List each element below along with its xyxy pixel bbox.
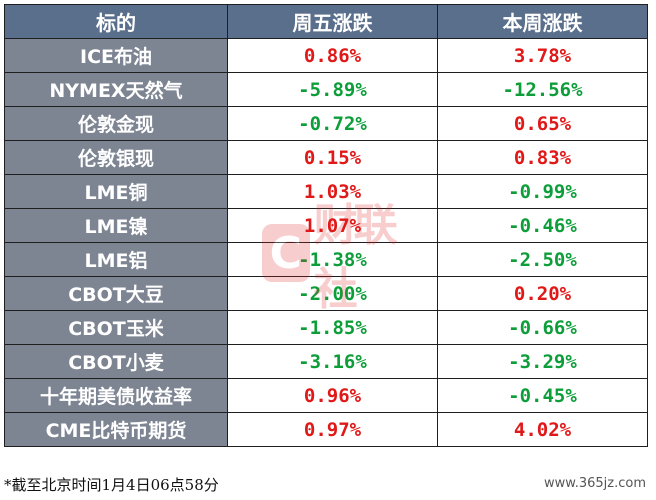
footnote: *截至北京时间1月4日06点58分 — [4, 476, 219, 494]
row-target-name: CME比特币期货 — [4, 412, 228, 447]
row-week-change: 0.83% — [437, 140, 648, 175]
row-friday-change: 0.96% — [227, 378, 438, 413]
row-target-name: 伦敦金现 — [4, 106, 228, 141]
table-row: CBOT大豆 -2.00% 0.20% — [4, 276, 648, 311]
row-friday-change: -1.85% — [227, 310, 438, 345]
row-friday-change: 0.15% — [227, 140, 438, 175]
row-target-name: NYMEX天然气 — [4, 72, 228, 107]
row-week-change: -0.99% — [437, 174, 648, 209]
table-row: CBOT玉米 -1.85% -0.66% — [4, 310, 648, 345]
row-week-change: -0.66% — [437, 310, 648, 345]
row-friday-change: 0.86% — [227, 38, 438, 73]
row-friday-change: -5.89% — [227, 72, 438, 107]
row-week-change: 0.65% — [437, 106, 648, 141]
header-friday-change: 周五涨跌 — [227, 4, 438, 39]
table-row: 伦敦银现 0.15% 0.83% — [4, 140, 648, 175]
table-row: ICE布油 0.86% 3.78% — [4, 38, 648, 73]
site-url: www.365jz.com — [544, 476, 646, 491]
row-week-change: 3.78% — [437, 38, 648, 73]
header-target: 标的 — [4, 4, 228, 39]
row-target-name: ICE布油 — [4, 38, 228, 73]
row-friday-change: 1.03% — [227, 174, 438, 209]
table-row: LME铝 -1.38% -2.50% — [4, 242, 648, 277]
row-target-name: CBOT大豆 — [4, 276, 228, 311]
row-target-name: CBOT小麦 — [4, 344, 228, 379]
table-row: NYMEX天然气 -5.89% -12.56% — [4, 72, 648, 107]
row-friday-change: -3.16% — [227, 344, 438, 379]
row-friday-change: -0.72% — [227, 106, 438, 141]
row-target-name: LME铜 — [4, 174, 228, 209]
row-friday-change: 0.97% — [227, 412, 438, 447]
table-row: CBOT小麦 -3.16% -3.29% — [4, 344, 648, 379]
row-target-name: 伦敦银现 — [4, 140, 228, 175]
commodity-change-table: 标的 周五涨跌 本周涨跌 ICE布油 0.86% 3.78% NYMEX天然气 -5.8… — [4, 4, 648, 447]
row-target-name: 十年期美债收益率 — [4, 378, 228, 413]
table-row: LME镍 1.07% -0.46% — [4, 208, 648, 243]
row-week-change: -2.50% — [437, 242, 648, 277]
header-week-change: 本周涨跌 — [437, 4, 648, 39]
table-row: 十年期美债收益率 0.96% -0.45% — [4, 378, 648, 413]
header-row: 标的 周五涨跌 本周涨跌 — [4, 4, 648, 39]
row-week-change: -12.56% — [437, 72, 648, 107]
row-target-name: LME铝 — [4, 242, 228, 277]
row-week-change: 4.02% — [437, 412, 648, 447]
row-target-name: CBOT玉米 — [4, 310, 228, 345]
row-week-change: -3.29% — [437, 344, 648, 379]
row-week-change: -0.45% — [437, 378, 648, 413]
row-week-change: 0.20% — [437, 276, 648, 311]
row-friday-change: -1.38% — [227, 242, 438, 277]
table-row: CME比特币期货 0.97% 4.02% — [4, 412, 648, 447]
row-friday-change: 1.07% — [227, 208, 438, 243]
row-target-name: LME镍 — [4, 208, 228, 243]
row-week-change: -0.46% — [437, 208, 648, 243]
table-row: LME铜 1.03% -0.99% — [4, 174, 648, 209]
table-row: 伦敦金现 -0.72% 0.65% — [4, 106, 648, 141]
row-friday-change: -2.00% — [227, 276, 438, 311]
